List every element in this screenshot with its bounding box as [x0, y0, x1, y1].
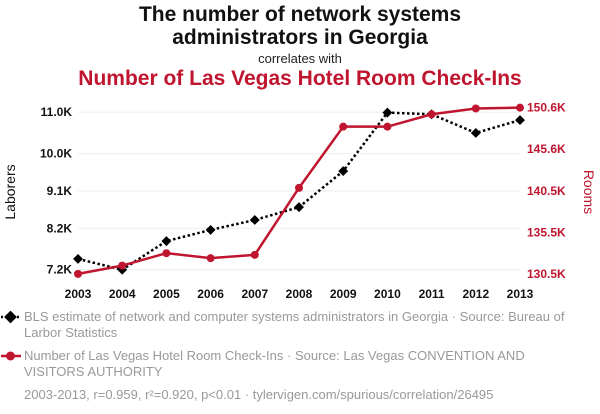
- x-tick-label: 2003: [65, 287, 92, 301]
- legend-series2-key-icon: [1, 351, 21, 361]
- right-tick-label: 130.5K: [527, 267, 566, 281]
- footer-stats: 2003-2013, r=0.959, r²=0.920, p<0.01 · t…: [24, 387, 494, 402]
- left-tick-label: 10.0K: [40, 147, 72, 161]
- series2-point: [427, 110, 436, 119]
- chart-title: The number of network systems administra…: [0, 3, 600, 49]
- left-tick-label: 7.2K: [47, 263, 73, 277]
- series2-point: [383, 122, 392, 131]
- right-axis-label: Rooms: [581, 170, 597, 214]
- x-tick-label: 2011: [419, 287, 445, 301]
- series1-point: [205, 224, 216, 235]
- series1-point: [338, 166, 349, 177]
- series1-point: [294, 202, 304, 213]
- chart-title-line2: administrators in Georgia: [172, 26, 428, 49]
- series1-point: [515, 115, 525, 126]
- series2-point: [206, 254, 215, 263]
- right-tick-label: 140.5K: [527, 184, 566, 198]
- x-tick-label: 2008: [286, 287, 313, 301]
- series2-point: [339, 122, 348, 131]
- right-tick-label: 135.5K: [527, 226, 566, 240]
- series2-point: [295, 183, 303, 192]
- x-tick-label: 2012: [462, 287, 489, 301]
- x-tick-label: 2009: [330, 287, 357, 301]
- x-tick-label: 2007: [241, 287, 268, 301]
- chart-subtitle: Number of Las Vegas Hotel Room Check-Ins: [78, 67, 522, 90]
- legend-series1-key-icon: [1, 310, 21, 324]
- x-tick-label: 2013: [507, 287, 534, 301]
- series2-point: [74, 269, 82, 278]
- left-tick-label: 8.2K: [47, 221, 73, 235]
- legend-series2-text: Number of Las Vegas Hotel Room Check-Ins…: [24, 348, 525, 379]
- series1-point: [470, 127, 481, 138]
- series1-point: [73, 253, 83, 264]
- legend-series1-text: BLS estimate of network and computer sys…: [24, 309, 565, 340]
- series2-point: [516, 103, 524, 112]
- series2-point: [250, 250, 259, 259]
- right-tick-label: 150.6K: [527, 101, 566, 115]
- right-tick-label: 145.6K: [527, 142, 566, 156]
- x-tick-label: 2005: [153, 287, 180, 301]
- series2-point: [471, 104, 480, 113]
- series2-point: [162, 249, 171, 258]
- x-tick-label: 2006: [197, 287, 224, 301]
- series1-point: [249, 215, 260, 225]
- left-tick-label: 11.0K: [41, 105, 73, 119]
- series2-point: [118, 261, 127, 270]
- left-axis-label: Laborers: [2, 164, 18, 219]
- correlates-with-text: correlates with: [258, 51, 342, 66]
- x-tick-label: 2010: [374, 287, 401, 301]
- series1-point: [161, 236, 172, 247]
- left-tick-label: 9.1K: [47, 184, 73, 198]
- x-tick-label: 2004: [109, 287, 136, 301]
- chart-title-line1: The number of network systems: [138, 3, 462, 26]
